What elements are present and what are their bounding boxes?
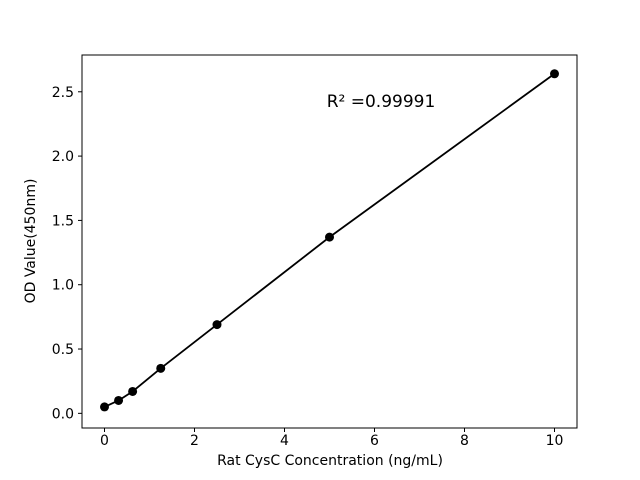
plot-border — [81, 54, 578, 429]
y-tick-label: 1.5 — [52, 213, 74, 229]
r-squared-annotation: R² =0.99991 — [326, 92, 436, 112]
data-point — [156, 363, 166, 373]
x-tick-label: 4 — [280, 433, 289, 449]
y-axis-label: OD Value(450nm) — [23, 178, 39, 304]
x-tick-label: 10 — [546, 433, 564, 449]
y-tick-label: 0.0 — [52, 406, 74, 422]
data-point — [114, 395, 124, 405]
x-tick-label: 6 — [370, 433, 379, 449]
y-tick-label: 2.5 — [52, 85, 74, 101]
data-point — [325, 232, 334, 242]
data-point — [550, 69, 559, 79]
x-tick-label: 0 — [100, 433, 109, 449]
y-tick-label: 1.0 — [52, 278, 74, 294]
data-point — [212, 320, 222, 330]
data-point — [128, 386, 138, 396]
x-tick-label: 8 — [460, 433, 469, 449]
x-tick-label: 2 — [190, 433, 199, 449]
data-point — [100, 402, 109, 412]
y-tick-label: 0.5 — [52, 342, 74, 358]
x-axis-label: Rat CysC Concentration (ng/mL) — [217, 453, 443, 469]
y-tick-label: 2.0 — [52, 149, 74, 165]
